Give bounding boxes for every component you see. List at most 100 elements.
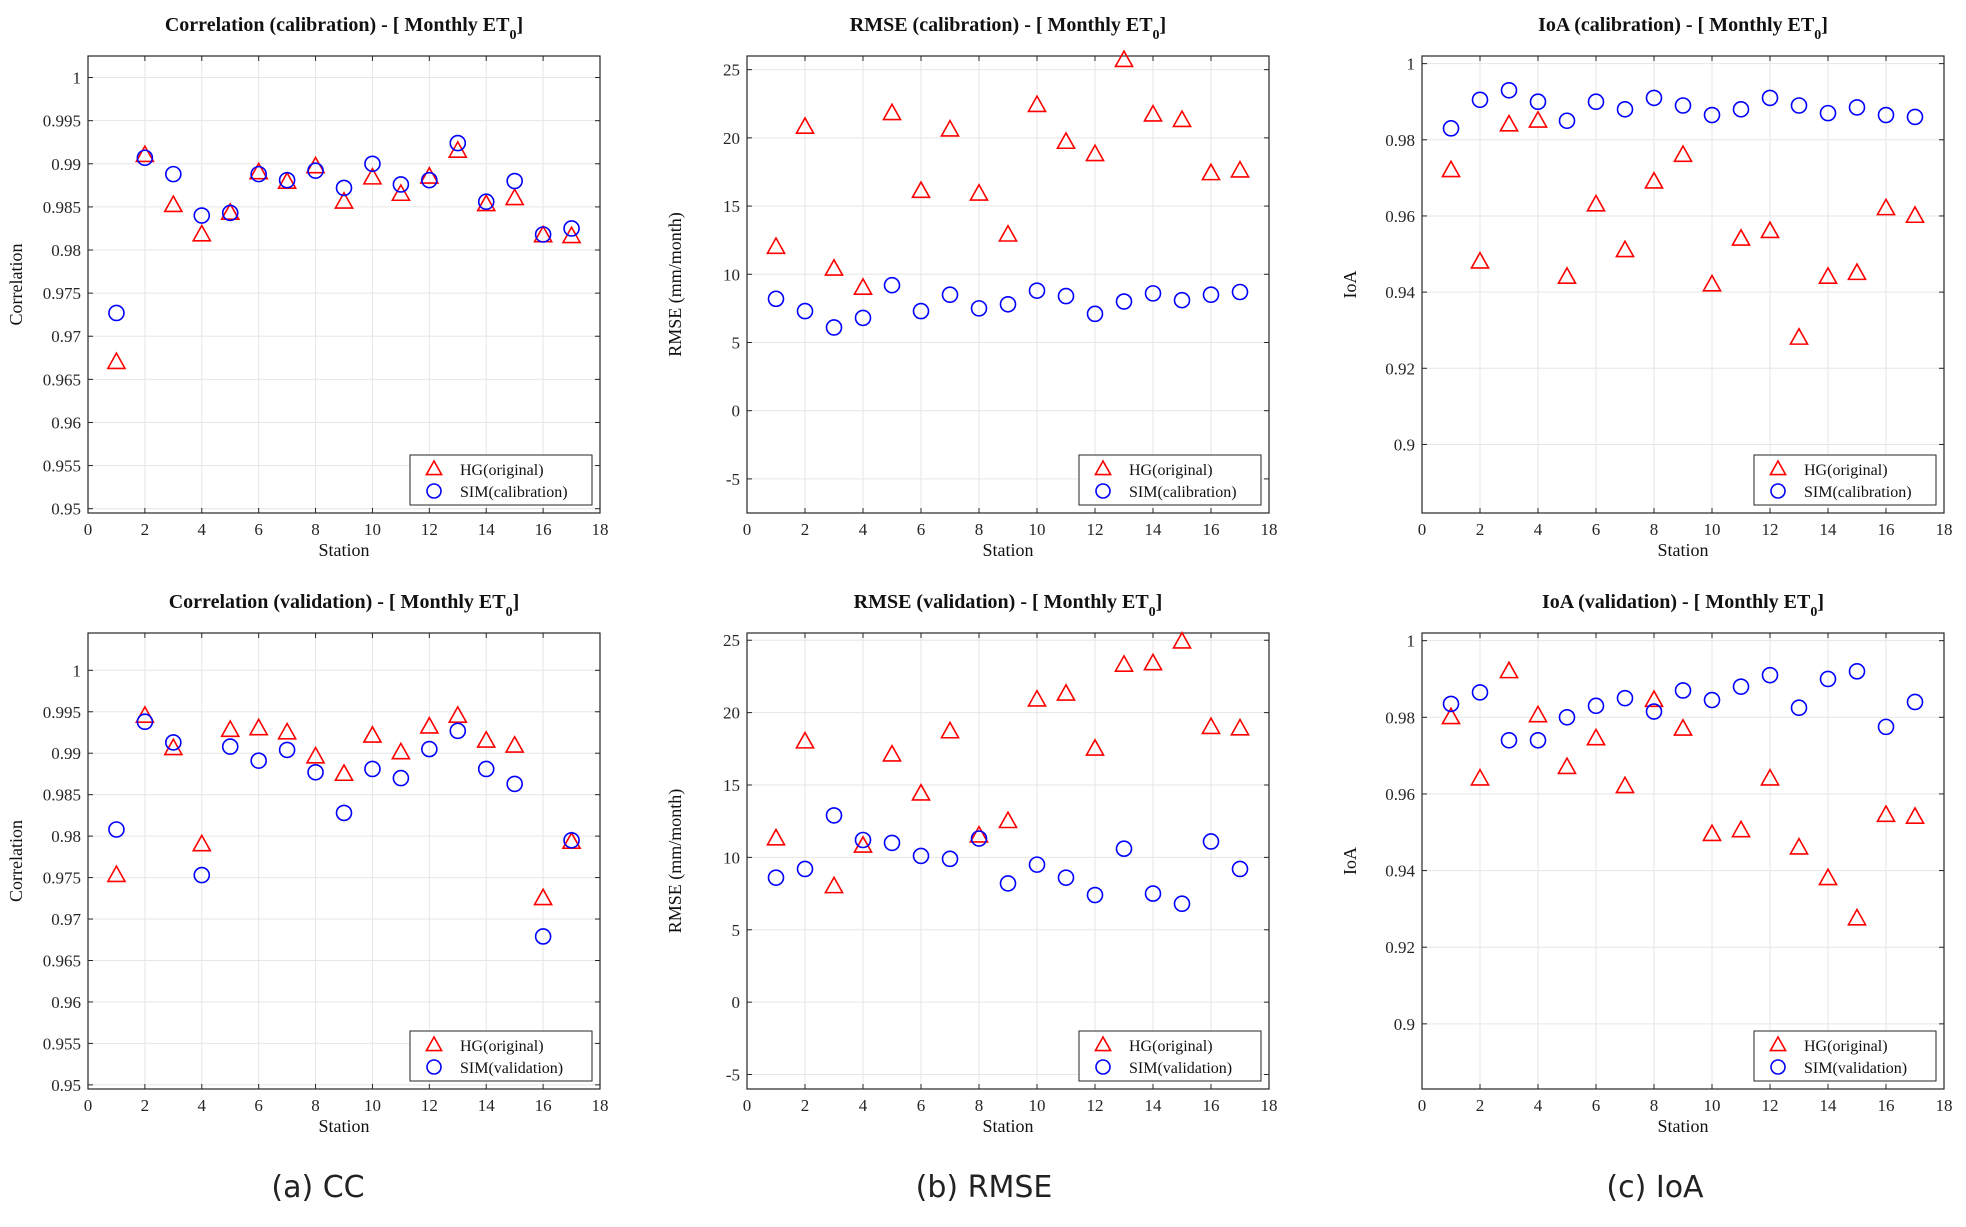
rmse-val-hg-point [824,875,844,894]
rmse-cal-hg-point [824,258,844,276]
cc-val-ytick-label: 0.98 [51,827,81,846]
ioa-cal-xtick-label: 4 [1534,520,1543,539]
ioa-cal-legend-hg-marker [1769,459,1787,476]
rmse-val-legend-label: SIM(validation) [1129,1060,1232,1077]
cc-cal-ytick-label: 0.97 [51,327,81,346]
cc-val-ytick-label: 1 [73,661,82,680]
chart-cc-val: 0 2 4 6 8 10 12 14 16 18 0.95 0.955 0.96 0.965 0.97 0.9… [6,591,609,1136]
cc-val-hg-point [362,725,383,743]
cc-cal-hg-point [134,144,155,163]
ioa-val-hg-point [1644,689,1664,708]
ioa-cal-hg-point [1615,239,1635,258]
cc-cal-hg-point [390,183,411,202]
ioa-cal-sim-point [1877,106,1895,124]
cc-val-xtick-label: 4 [198,1096,207,1115]
rmse-val-sim-point [941,850,959,868]
cc-cal-sim-point [136,149,154,167]
cc-cal-hg-point [447,140,468,158]
ioa-cal-sim-point [1906,108,1924,126]
ioa-cal-sim-point [1558,112,1576,130]
ioa-cal-hg-point [1818,266,1838,284]
rmse-cal-xtick-label: 6 [917,520,926,539]
ioa-val-hg-point [1731,819,1751,838]
cc-cal-axes-frame [87,55,601,514]
cc-val-xtick-label: 2 [141,1096,150,1115]
cc-val-sim-point [563,831,580,849]
rmse-val-xtick-label: 2 [801,1096,810,1115]
ioa-cal-sim-point [1703,106,1721,124]
cc-val-xtick-label: 14 [478,1096,496,1115]
rmse-val-hg-point [795,730,815,749]
rmse-cal-xtick-label: 16 [1203,520,1220,539]
cc-val-sim-point [221,738,239,755]
rmse-cal-xtick-label: 18 [1261,520,1278,539]
cc-val-ytick-label: 0.955 [43,1034,81,1053]
rmse-cal-hg-point [998,224,1018,242]
ioa-val-sim-point [1906,693,1924,711]
ioa-val-sim-point [1471,684,1489,701]
ioa-val-xtick-label: 14 [1820,1096,1838,1115]
cc-val-hg-point [248,717,269,736]
ioa-cal-hg-point [1905,205,1925,224]
ioa-cal-sim-point [1790,97,1808,114]
ioa-val-hg-point [1441,706,1461,725]
rmse-cal-sim-point [1231,283,1249,301]
ioa-cal-hg-point [1499,113,1519,132]
cc-val-xtick-label: 18 [592,1096,609,1115]
cc-val-hg-point [447,705,468,724]
ioa-cal-axes-frame [1421,55,1945,514]
cc-val-xtick-label: 0 [84,1096,93,1115]
rmse-cal-xtick-label: 0 [743,520,752,539]
ioa-val-ylabel: IoA [1340,847,1360,875]
rmse-cal-xtick-label: 14 [1145,520,1163,539]
rmse-val-hg-point [969,825,989,843]
ioa-val-xtick-label: 0 [1418,1096,1427,1115]
rmse-val-ytick-label: 5 [732,921,741,940]
ioa-cal-xtick-label: 2 [1476,520,1485,539]
chart-ioa-cal: 0 2 4 6 8 10 12 14 16 18 0.9 0.92 0.94 0.96 0.98 1 IoA (… [1340,14,1953,560]
ioa-cal-title: IoA (calibration) - [ Monthly ET0] [1538,14,1828,43]
rmse-cal-sim-point [912,302,930,320]
cc-val-sim-point [506,775,523,793]
ioa-cal-hg-point [1876,197,1896,216]
cc-val-sim-point [108,821,125,838]
ioa-val-hg-point [1702,823,1722,842]
cc-val-sim-point [136,713,154,731]
ioa-val-legend-box [1753,1030,1937,1082]
cc-cal-hg-point [419,166,440,184]
ioa-cal-sim-point [1471,91,1489,109]
ioa-val-sim-point [1616,689,1634,707]
rmse-cal-ylabel: RMSE (mm/month) [665,212,686,357]
cc-cal-hg-point [504,187,525,206]
rmse-val-sim-point [1028,856,1046,873]
cc-cal-sim-point [108,304,125,322]
ioa-val-xtick-label: 10 [1704,1096,1721,1115]
rmse-val-sim-point [825,807,843,824]
caption-ioa: (c) IoA [1606,1170,1704,1205]
cc-val-xlabel: Station [318,1116,369,1136]
rmse-cal-hg-point [882,102,902,121]
cc-cal-ytick-label: 0.99 [51,155,81,174]
chart-cc-cal: 0 2 4 6 8 10 12 14 16 18 0.95 0.955 0.96 0.965 0.97 0.9… [6,14,609,560]
rmse-val-xtick-label: 0 [743,1096,752,1115]
ioa-val-sim-point [1848,663,1866,680]
rmse-val-hg-point [1027,688,1047,707]
rmse-val-hg-point [998,810,1018,829]
ioa-val-legend-label: HG(original) [1804,1038,1888,1055]
ioa-cal-hg-point [1470,251,1490,269]
ioa-cal-xtick-label: 14 [1820,520,1838,539]
ioa-cal-hg-point [1847,262,1867,281]
rmse-val-ytick-label: 20 [723,704,740,723]
rmse-cal-ytick-label: 5 [732,333,741,352]
ioa-val-xtick-label: 12 [1762,1096,1779,1115]
caption-cc: (a) CC [271,1170,365,1205]
rmse-val-hg-point [1056,683,1076,701]
cc-cal-ytick-label: 0.98 [51,241,81,260]
rmse-cal-sim-point [796,302,814,320]
ioa-val-hg-point [1905,806,1925,825]
ioa-val-legend-hg-marker [1769,1035,1787,1052]
cc-cal-sim-point [335,179,353,197]
cc-cal-xtick-label: 0 [84,520,93,539]
rmse-val-axes-frame [746,632,1270,1090]
cc-cal-sim-point [534,226,552,243]
